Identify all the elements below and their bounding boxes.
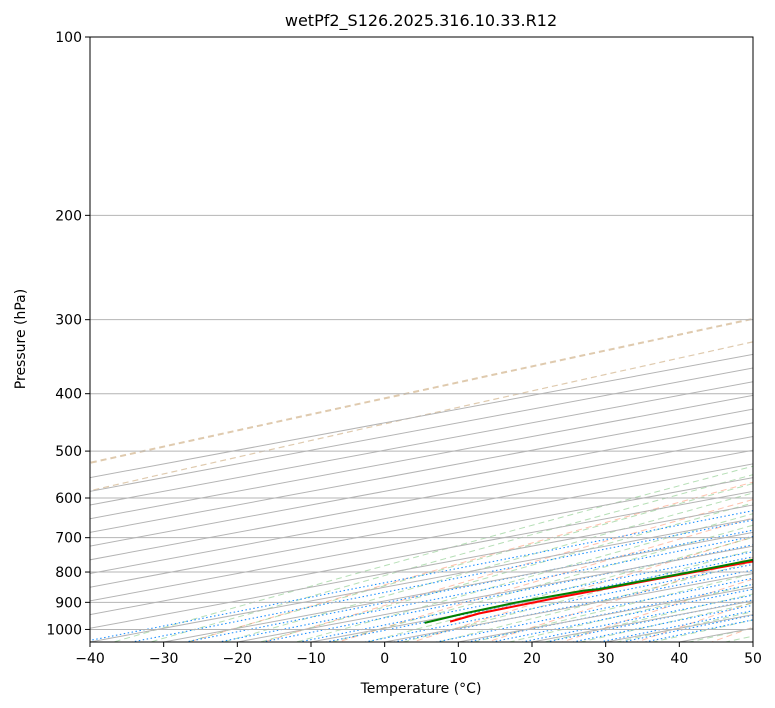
x-tick-label: −40 — [75, 651, 105, 667]
dry-adiabat — [560, 578, 753, 642]
x-tick-label: 20 — [523, 651, 541, 667]
x-tick-label: −30 — [149, 651, 179, 667]
y-axis-label: Pressure (hPa) — [13, 289, 29, 389]
mixing-ratio-line — [489, 588, 753, 642]
mixing-ratio-line — [519, 594, 753, 642]
isotherm — [90, 422, 753, 547]
x-tick-label: −20 — [223, 651, 253, 667]
y-tick-label: 100 — [55, 30, 82, 46]
mixing-ratio-line — [129, 519, 753, 642]
y-tick-label: 800 — [55, 565, 82, 581]
y-tick-label: 700 — [55, 531, 82, 547]
x-tick-label: 10 — [449, 651, 467, 667]
isotherm — [90, 449, 753, 575]
y-tick-label: 1000 — [46, 622, 82, 638]
y-tick-label: 600 — [55, 491, 82, 507]
y-tick-label: 300 — [55, 313, 82, 329]
isotherm — [90, 463, 753, 588]
dry-adiabat — [336, 517, 753, 642]
isotherm — [90, 436, 753, 561]
y-tick-label: 400 — [55, 387, 82, 403]
isotherm — [163, 531, 753, 642]
mixing-ratio-line — [570, 604, 753, 642]
x-tick-label: 40 — [670, 651, 688, 667]
x-tick-label: −10 — [296, 651, 326, 667]
mixing-ratio-line — [323, 556, 753, 642]
y-tick-label: 900 — [55, 595, 82, 611]
dewpoint-profile — [424, 558, 753, 624]
x-tick-label: 30 — [597, 651, 615, 667]
temperature-profile — [449, 560, 753, 623]
x-tick-label: 0 — [380, 651, 389, 667]
plot-area: -100-90-80-70-60-50-40-30-20-100.10.20.4… — [90, 37, 753, 642]
isotherms — [90, 353, 753, 642]
y-tick-label: 500 — [55, 444, 82, 460]
mixing-ratio-line — [296, 551, 753, 642]
x-axis-label: Temperature (°C) — [360, 681, 482, 697]
y-tick-label: 200 — [55, 208, 82, 224]
isotherm — [90, 518, 753, 642]
dry-adiabats — [187, 481, 753, 642]
y-axis: 1000 900 800 700 600 500 400 300 200 100 — [46, 30, 90, 638]
x-tick-label: 50 — [744, 651, 762, 667]
chart-title: wetPf2_S126.2025.316.10.33.R12 — [285, 11, 557, 31]
isotherm — [90, 504, 753, 629]
mixing-ratio-line — [90, 510, 753, 641]
isotherm — [90, 477, 753, 602]
isobars — [90, 37, 753, 630]
isotherm — [90, 490, 753, 616]
x-axis: −40 −30 −20 −10 0 10 20 30 40 50 — [75, 642, 762, 667]
profile-series — [424, 558, 753, 624]
plot-frame — [89, 36, 754, 643]
mixing-ratio-line — [543, 599, 753, 642]
